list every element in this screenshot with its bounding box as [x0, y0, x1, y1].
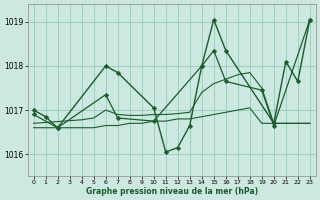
- X-axis label: Graphe pression niveau de la mer (hPa): Graphe pression niveau de la mer (hPa): [86, 187, 258, 196]
